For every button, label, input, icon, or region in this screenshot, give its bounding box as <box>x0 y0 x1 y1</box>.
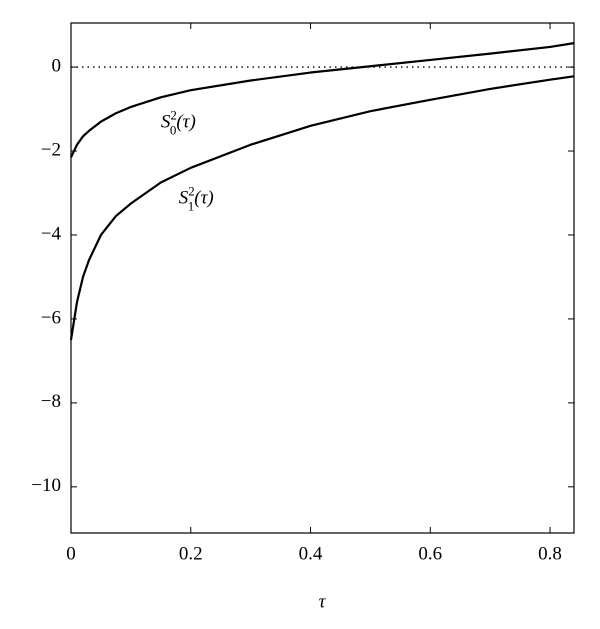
annotation: S2 0(τ) <box>161 108 196 138</box>
annotation-superscript: 2 <box>170 108 177 123</box>
annotation-superscript: 2 <box>188 183 195 198</box>
y-tick-label: −8 <box>41 391 61 412</box>
series-line <box>69 75 575 341</box>
annotation-subscript: 1 <box>188 198 195 213</box>
y-tick-label: −2 <box>41 139 61 160</box>
annotation-subscript: 0 <box>170 123 177 138</box>
annotation: S2 1(τ) <box>179 183 214 213</box>
x-tick-label: 0.6 <box>418 543 442 564</box>
y-tick-label: −6 <box>41 307 61 328</box>
x-tick-label: 0 <box>66 543 76 564</box>
series-line <box>70 42 575 158</box>
x-axis-label: τ <box>319 591 327 612</box>
annotation-symbol: S <box>179 188 189 209</box>
y-tick-label: −4 <box>41 223 62 244</box>
x-tick-label: 0.4 <box>299 543 323 564</box>
x-tick-label: 0.2 <box>179 543 203 564</box>
annotation-argument: (τ) <box>194 188 213 209</box>
x-tick-label: 0.8 <box>538 543 562 564</box>
y-tick-label: 0 <box>52 55 62 76</box>
annotation-symbol: S <box>161 112 171 133</box>
annotation-argument: (τ) <box>176 112 195 133</box>
y-tick-label: −10 <box>31 475 61 496</box>
plot-frame <box>70 22 575 534</box>
